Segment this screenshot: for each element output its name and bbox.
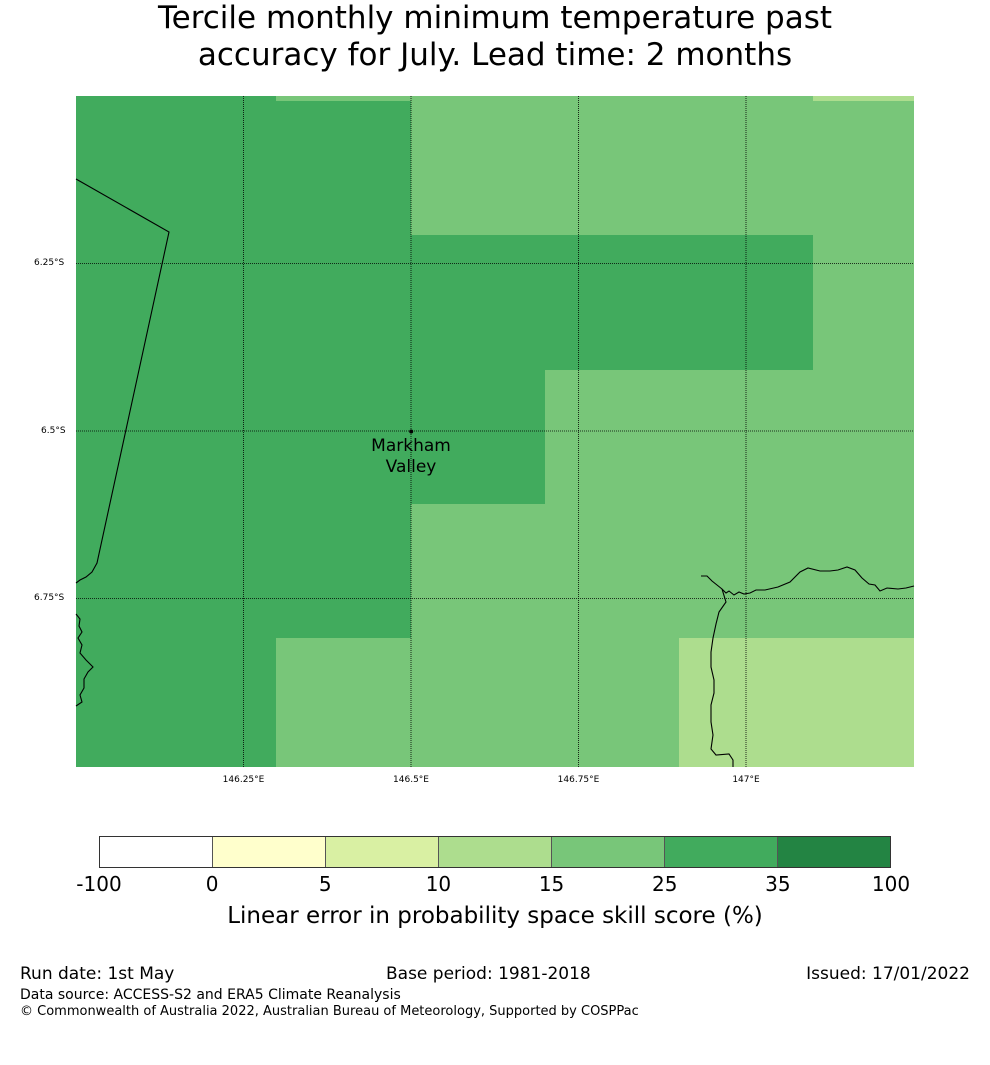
skill-map <box>75 96 915 767</box>
skill-cell <box>411 504 545 638</box>
skill-cell <box>545 370 813 638</box>
data-source: Data source: ACCESS-S2 and ERA5 Climate … <box>20 987 401 1003</box>
colorbar-segment <box>213 837 326 867</box>
chart-title: Tercile monthly minimum temperature past… <box>0 0 990 74</box>
border-line <box>75 178 170 584</box>
lat-label-6-25: 6.25°S <box>34 258 65 268</box>
skill-cell <box>411 96 813 235</box>
colorbar-tick-label: -100 <box>76 872 122 896</box>
colorbar-segment <box>665 837 778 867</box>
place-name-line-2: Valley <box>385 457 437 477</box>
colorbar-tick-label: 0 <box>205 872 219 896</box>
place-label-markham-valley: Markham Valley <box>371 436 451 478</box>
colorbar-segment <box>100 837 213 867</box>
title-line-2: accuracy for July. Lead time: 2 months <box>197 37 793 73</box>
colorbar-tick-label: 5 <box>318 872 332 896</box>
colorbar-label: Linear error in probability space skill … <box>227 903 763 929</box>
river-line <box>710 588 734 767</box>
colorbar-segment <box>778 837 890 867</box>
west-coastline <box>75 613 94 707</box>
lon-label-146-5: 146.5°E <box>393 775 429 785</box>
skill-cell <box>276 638 679 767</box>
colorbar <box>99 836 891 868</box>
markham-valley-dot <box>409 429 414 434</box>
base-period: Base period: 1981-2018 <box>386 964 591 984</box>
colorbar-segment <box>552 837 665 867</box>
lon-label-146-75: 146.75°E <box>557 775 600 785</box>
colorbar-tick-label: 100 <box>871 872 911 896</box>
colorbar-tick-label: 25 <box>651 872 678 896</box>
title-line-1: Tercile monthly minimum temperature past <box>157 0 833 36</box>
skill-cell <box>813 96 914 101</box>
copyright: © Commonwealth of Australia 2022, Austra… <box>20 1004 639 1019</box>
lat-label-6-5: 6.5°S <box>41 426 66 436</box>
lat-label-6-75: 6.75°S <box>34 593 65 603</box>
coastlines-and-borders <box>75 178 915 767</box>
issued-date: Issued: 17/01/2022 <box>806 964 970 984</box>
colorbar-tick-label: 35 <box>765 872 791 896</box>
colorbar-tick-label: 10 <box>425 872 452 896</box>
colorbar-segment <box>439 837 552 867</box>
lon-label-147: 147°E <box>732 775 760 785</box>
skill-cell <box>813 101 914 638</box>
east-river-coast <box>701 566 915 596</box>
run-date: Run date: 1st May <box>20 964 175 984</box>
place-name-line-1: Markham <box>371 436 451 456</box>
colorbar-segment <box>326 837 439 867</box>
graticule <box>76 96 914 767</box>
colorbar-tick-label: 15 <box>538 872 565 896</box>
lon-label-146-25: 146.25°E <box>222 775 265 785</box>
skill-cell <box>679 638 914 767</box>
skill-grid-cells <box>76 96 914 767</box>
skill-cell <box>276 96 411 101</box>
